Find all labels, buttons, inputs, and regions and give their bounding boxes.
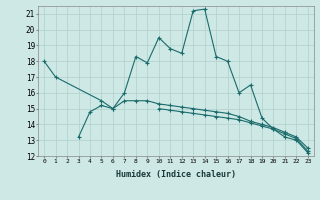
X-axis label: Humidex (Indice chaleur): Humidex (Indice chaleur) (116, 170, 236, 179)
